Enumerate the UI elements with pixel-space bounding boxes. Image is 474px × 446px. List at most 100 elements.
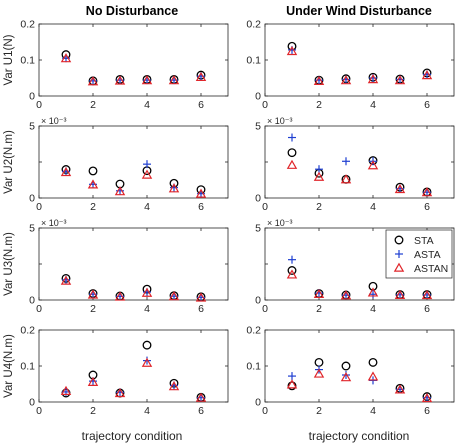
point-astan-1: [286, 269, 298, 279]
point-astan-2: [313, 171, 325, 181]
y-tick-label: 0: [29, 295, 35, 307]
plot-area: [264, 23, 455, 97]
point-astan-6: [421, 70, 433, 80]
y-axis-label: Var U4(N.m): [3, 334, 15, 398]
point-asta-1: [288, 372, 296, 381]
legend-label-astan: ASTAN: [414, 263, 448, 275]
point-astan-6: [195, 188, 207, 198]
plot-area: [264, 329, 455, 403]
y-tick-label: 0.2: [20, 325, 35, 337]
point-astan-4: [141, 169, 153, 179]
x-tick-label: 4: [144, 405, 150, 417]
point-astan-2: [313, 288, 325, 298]
point-asta-1: [288, 255, 296, 264]
plot-area: [264, 125, 455, 199]
y-scale-exponent: × 10⁻³: [41, 218, 67, 228]
point-astan-4: [141, 287, 153, 297]
point-sta-4: [368, 357, 378, 367]
y-tick-label: 0: [29, 397, 35, 409]
point-astan-3: [340, 290, 352, 300]
point-astan-4: [367, 74, 379, 84]
y-tick-label: 0.1: [246, 361, 261, 373]
point-astan-2: [313, 368, 325, 378]
point-astan-5: [394, 289, 406, 299]
x-tick-label: 0: [262, 201, 268, 213]
point-astan-2: [87, 76, 99, 86]
y-tick-label: 0: [255, 397, 261, 409]
x-tick-label: 2: [90, 303, 96, 315]
x-tick-label: 4: [144, 99, 150, 111]
point-astan-1: [286, 159, 298, 169]
point-astan-3: [340, 174, 352, 184]
x-tick-label: 0: [36, 201, 42, 213]
x-tick-label: 4: [144, 303, 150, 315]
x-tick-label: 6: [424, 303, 430, 315]
x-tick-label: 2: [316, 303, 322, 315]
point-astan-6: [421, 187, 433, 197]
point-astan-5: [394, 75, 406, 85]
y-scale-exponent: × 10⁻³: [267, 218, 293, 228]
point-sta-2: [88, 166, 98, 176]
y-tick-label: 0.1: [20, 55, 35, 67]
point-sta-1: [287, 266, 297, 275]
x-tick-label: 6: [424, 201, 430, 213]
x-tick-label: 2: [316, 201, 322, 213]
x-tick-label: 4: [370, 201, 376, 213]
point-astan-2: [87, 289, 99, 299]
point-astan-6: [421, 392, 433, 403]
point-astan-6: [421, 289, 433, 300]
x-tick-label: 4: [370, 303, 376, 315]
point-astan-2: [87, 179, 99, 189]
x-tick-label: 0: [36, 405, 42, 417]
legend-marker-asta: [395, 250, 403, 258]
point-asta-3: [342, 157, 350, 166]
point-astan-1: [60, 385, 72, 395]
x-tick-label: 6: [424, 99, 430, 111]
point-astan-1: [286, 45, 298, 56]
panel-r1-c1: 0 2 4 6 0 0.1 0.2 Var U1(N): [3, 19, 229, 111]
column-title-right: Under Wind Disturbance: [286, 4, 432, 18]
point-astan-4: [367, 287, 379, 297]
plot-area: [38, 23, 229, 97]
legend-label-sta: STA: [414, 235, 434, 247]
x-tick-label: 0: [262, 405, 268, 417]
point-sta-4: [142, 340, 152, 350]
legend-marker-sta: [394, 235, 404, 245]
y-scale-exponent: × 10⁻³: [41, 116, 67, 126]
y-axis-label: Var U3(N.m): [3, 232, 15, 296]
point-astan-3: [114, 387, 126, 398]
legend-label-asta: ASTA: [414, 249, 441, 261]
y-tick-label: 5: [29, 223, 35, 235]
y-tick-label: 0.2: [20, 19, 35, 31]
point-astan-4: [367, 371, 379, 381]
y-tick-label: 0.1: [20, 361, 35, 373]
x-tick-label: 4: [370, 405, 376, 417]
point-astan-2: [87, 376, 99, 386]
x-tick-label: 6: [198, 405, 204, 417]
x-tick-label: 6: [198, 303, 204, 315]
x-tick-label: 0: [36, 303, 42, 315]
panel-r1-c2: 0 2 4 6 0 0.1 0.2: [246, 19, 455, 111]
point-astan-3: [340, 75, 352, 85]
point-astan-4: [141, 357, 153, 367]
legend-marker-astan: [393, 262, 405, 272]
point-astan-5: [168, 291, 180, 301]
panel-r4-c2: 0 2 4 6 0 0.1 0.2: [246, 325, 455, 417]
point-astan-6: [195, 292, 207, 302]
y-tick-label: 0: [29, 91, 35, 103]
x-tick-label: 2: [90, 405, 96, 417]
plot-area: [38, 227, 229, 301]
x-tick-label: 6: [198, 201, 204, 213]
x-tick-label: 6: [198, 99, 204, 111]
x-tick-label: 4: [370, 99, 376, 111]
y-axis-label: Var U2(N.m): [3, 130, 15, 194]
point-sta-3: [341, 361, 351, 371]
x-tick-label: 2: [316, 99, 322, 111]
legend: STA ASTA ASTAN: [385, 229, 453, 279]
point-astan-5: [168, 381, 180, 391]
y-tick-label: 0: [255, 193, 261, 205]
x-tick-label: 4: [144, 201, 150, 213]
y-axis-label: Var U1(N): [3, 34, 15, 85]
